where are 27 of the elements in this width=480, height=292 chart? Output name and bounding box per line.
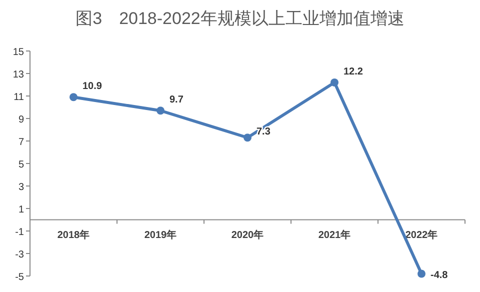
x-tick-label: 2022年 (405, 228, 438, 241)
data-label: 7.3 (256, 126, 271, 138)
point (418, 270, 426, 278)
x-tick-label: 2021年 (318, 228, 351, 241)
x-tick-label: 2018年 (57, 228, 90, 241)
title: 图3 2018-2022年规模以上工业增加值增速 (76, 9, 404, 28)
data-label: 9.7 (170, 94, 184, 106)
point (70, 93, 78, 102)
x-tick-label: 2019年 (144, 228, 177, 241)
y-tick-label: 7 (18, 137, 24, 148)
x-tick-label: 2020年 (231, 228, 264, 241)
data-label: 10.9 (82, 81, 102, 92)
y-tick-label: 15 (12, 47, 24, 58)
y-tick-label: -5 (15, 272, 24, 283)
point (330, 78, 338, 86)
y-tick-label: 3 (18, 182, 24, 193)
y-tick-label: 5 (18, 160, 24, 170)
y-tick-label: -3 (15, 250, 24, 260)
data-label: 12.2 (344, 66, 364, 78)
point (156, 106, 164, 115)
y-tick-label: 9 (18, 114, 24, 126)
data-label: -4.8 (430, 270, 448, 281)
y-tick-label: -1 (15, 227, 24, 238)
y-tick-label: 13 (12, 70, 24, 80)
y-tick-label: 1 (18, 204, 24, 216)
point (244, 134, 252, 142)
y-tick-label: 11 (14, 92, 24, 103)
